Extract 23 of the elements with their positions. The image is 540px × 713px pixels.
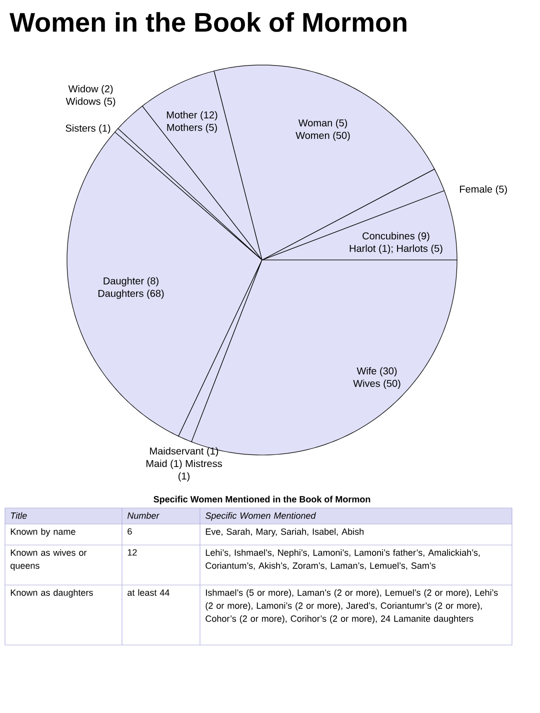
slice-label: Daughter (8) Daughters (68)	[98, 277, 164, 299]
slice-label: Concubines (9) Harlot (1); Harlots (5)	[350, 232, 442, 254]
text: Eve, Sarah, Mary, Sariah, Isabel, Abish	[206, 528, 364, 537]
slice-label: Mother (12) Mothers (5)	[166, 111, 218, 133]
text: Known as daughters	[10, 589, 93, 598]
text: Ishmael’s (5 or more), Laman’s (2 or more), Lemuel’s (2 or more), Lehi’s (2 or more), Lamoni’s (2 or more), Jared’s, Coriantumr’s (2 or more), Cohor’s (2 or more), Corihor’s (2 or more), 24 Lamanite daughters	[206, 589, 498, 624]
text: 12	[128, 549, 137, 556]
text: at least 44	[128, 589, 170, 596]
text: Known by name	[10, 528, 76, 537]
slice-label: Maidservant (1) Maid (1) Mistress (1)	[146, 447, 222, 482]
text: Title	[11, 512, 27, 519]
text: Lehi’s, Ishmael’s, Nephi’s, Lamoni’s, Lamoni’s father’s, Amalickiah’s, Coriantum’s, Akish’s, Zoram’s, Laman’s, Lemuel’s, Sam’s	[206, 549, 480, 570]
text: Specific Women Mentioned	[205, 512, 316, 521]
text: Known as wives or queens	[10, 549, 87, 571]
text: Specific Women Mentioned in the Book of Mormon	[154, 496, 370, 504]
slice-label: Widow (2) Widows (5)	[66, 84, 116, 107]
chart-title: Women in the Book of Mormon	[10, 12, 406, 32]
text: Number	[127, 512, 160, 519]
slice-label: Female (5)	[460, 185, 507, 195]
text: 6	[128, 528, 132, 535]
slice-label: Woman (5) Women (50)	[296, 119, 350, 141]
slice-label: Wife (30) Wives (50)	[353, 367, 400, 389]
slice-label: Sisters (1)	[66, 124, 110, 134]
